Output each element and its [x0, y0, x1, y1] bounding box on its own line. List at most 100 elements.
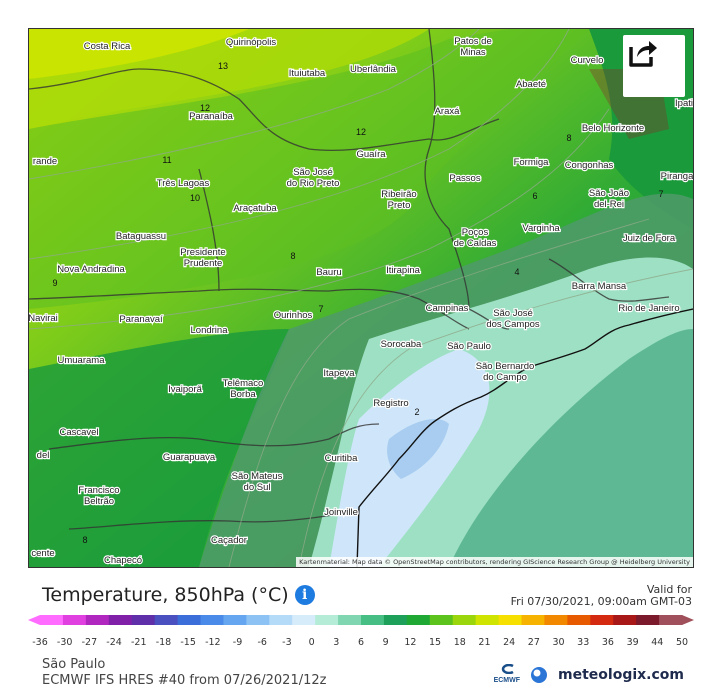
- city-label: Registro: [373, 398, 408, 409]
- legend-tick-label: -36: [32, 637, 48, 648]
- city-label: Costa Rica: [84, 41, 131, 52]
- city-label: Passos: [449, 173, 480, 184]
- legend-color-swatch: [659, 615, 683, 625]
- city-label: Congonhas: [565, 160, 614, 171]
- legend-tick-label: 27: [528, 637, 540, 648]
- city-label: Abaeté: [516, 79, 546, 90]
- legend-color-swatch: [177, 615, 201, 625]
- legend-tick-label: 44: [651, 637, 663, 648]
- meteologix-brand[interactable]: meteologix.com: [558, 666, 684, 683]
- city-label: Francisco: [78, 485, 119, 496]
- city-label: Londrina: [191, 325, 229, 336]
- contour-value-label: 8: [290, 251, 295, 261]
- city-label: del: [37, 450, 50, 461]
- city-label: Rio de Janeiro: [618, 303, 679, 314]
- share-icon: [629, 41, 657, 67]
- valid-label: Valid for: [646, 583, 692, 596]
- city-label: Telêmaco: [223, 378, 264, 389]
- city-label: Minas: [460, 47, 486, 58]
- legend-color-swatch: [246, 615, 270, 625]
- city-label: Sorocaba: [381, 339, 422, 350]
- contour-labels: 13 12 12 11 10 9 8 8 7 6 4 7 2 8: [52, 61, 663, 545]
- footer: São Paulo ECMWF IFS HRES #40 from 07/26/…: [42, 657, 326, 689]
- legend-color-swatch: [154, 615, 179, 625]
- legend-title: Temperature, 850hPa (°C): [42, 584, 289, 606]
- legend-color-swatch: [613, 615, 637, 625]
- color-legend: -36 -30 -27 -24 -21 -18 -15 -12 -9 -6 -3 0 3 6 9 12 15 18…: [28, 615, 694, 648]
- city-label: Beltrão: [84, 496, 114, 507]
- city-label: cente: [31, 548, 54, 559]
- legend-color-swatch: [544, 615, 568, 625]
- contour-value-label: 9: [52, 278, 57, 288]
- map-attribution: Kartenmaterial: Map data © OpenStreetMap…: [296, 557, 693, 567]
- contour-value-label: 8: [566, 133, 571, 143]
- contour-value-label: 7: [318, 304, 323, 314]
- legend-tick-label: -6: [257, 637, 266, 648]
- city-label: Paranavaí: [119, 314, 163, 325]
- city-label: do Campo: [483, 372, 527, 383]
- legend-color-swatch: [131, 615, 156, 625]
- city-label: São João: [589, 188, 629, 199]
- legend-color-swatch: [108, 615, 133, 625]
- city-label: Belo Horizonte: [582, 123, 644, 134]
- contour-value-label: 2: [414, 407, 419, 417]
- contour-value-label: 8: [82, 535, 87, 545]
- city-label: Quirinópolis: [226, 37, 276, 48]
- city-label: Itirapina: [386, 265, 421, 276]
- legend-tick-label: 0: [309, 637, 315, 648]
- city-label: Preto: [388, 200, 411, 211]
- city-label: Ourinhos: [274, 310, 313, 321]
- legend-color-swatch: [62, 615, 87, 625]
- legend-tick-label: -27: [82, 637, 98, 648]
- city-label: Caçador: [211, 535, 247, 546]
- legend-title-row: Temperature, 850hPa (°C) i: [42, 584, 315, 606]
- legend-color-swatch: [429, 615, 454, 625]
- legend-tick-label: 30: [552, 637, 564, 648]
- legend-tick-label: 6: [358, 637, 364, 648]
- legend-end-arrow: [682, 615, 694, 625]
- legend-color-swatch: [452, 615, 477, 625]
- info-icon[interactable]: i: [294, 585, 315, 605]
- city-label: Curitiba: [325, 453, 358, 464]
- contour-value-label: 12: [200, 103, 210, 113]
- ecmwf-logo: ECMWF: [494, 663, 520, 685]
- city-label: Umuarama: [58, 355, 106, 366]
- legend-tick-label: 24: [503, 637, 515, 648]
- city-label: Araxá: [435, 106, 461, 117]
- legend-tick-label: -24: [106, 637, 122, 648]
- city-label: São Bernardo: [476, 361, 535, 372]
- city-label: São José: [493, 308, 533, 319]
- city-label: del-Rei: [594, 199, 624, 210]
- city-label: Ivaiporã: [168, 384, 203, 395]
- legend-color-swatch: [383, 615, 408, 625]
- legend-tick-label: 21: [478, 637, 490, 648]
- legend-color-swatch: [200, 615, 224, 625]
- city-label: Presidente: [180, 247, 225, 258]
- location-name: São Paulo: [42, 657, 106, 672]
- legend-color-swatch: [498, 615, 522, 625]
- contour-value-label: 11: [162, 155, 171, 165]
- city-label: Curvelo: [571, 55, 604, 66]
- ecmwf-icon: [501, 663, 514, 675]
- legend-color-swatch: [590, 615, 614, 625]
- city-label: Patos de: [454, 36, 492, 47]
- legend-tick-label: 18: [454, 637, 466, 648]
- weather-map[interactable]: Costa Rica Quirinópolis Patos de Minas Curve…: [28, 28, 694, 568]
- city-label: Varginha: [522, 223, 560, 234]
- meteologix-icon: [531, 666, 548, 683]
- share-button[interactable]: [623, 35, 685, 97]
- city-label: de Caldas: [454, 238, 497, 249]
- valid-time: Valid for Fri 07/30/2021, 09:00am GMT-03: [511, 584, 692, 608]
- legend-tick-label: -18: [156, 637, 172, 648]
- legend-tick-label: 39: [627, 637, 639, 648]
- contour-value-label: 7: [658, 189, 663, 199]
- city-label: rande: [33, 156, 57, 167]
- legend-tick-label: 36: [602, 637, 614, 648]
- contour-value-label: 13: [218, 61, 228, 71]
- legend-ticks: -36 -30 -27 -24 -21 -18 -15 -12 -9 -6 -3 0 3 6 9 12 15 18…: [32, 637, 688, 648]
- city-label: Araçatuba: [233, 203, 277, 214]
- legend-color-swatch: [406, 615, 431, 625]
- city-label: Guaíra: [356, 149, 386, 160]
- legend-tick-label: 33: [577, 637, 589, 648]
